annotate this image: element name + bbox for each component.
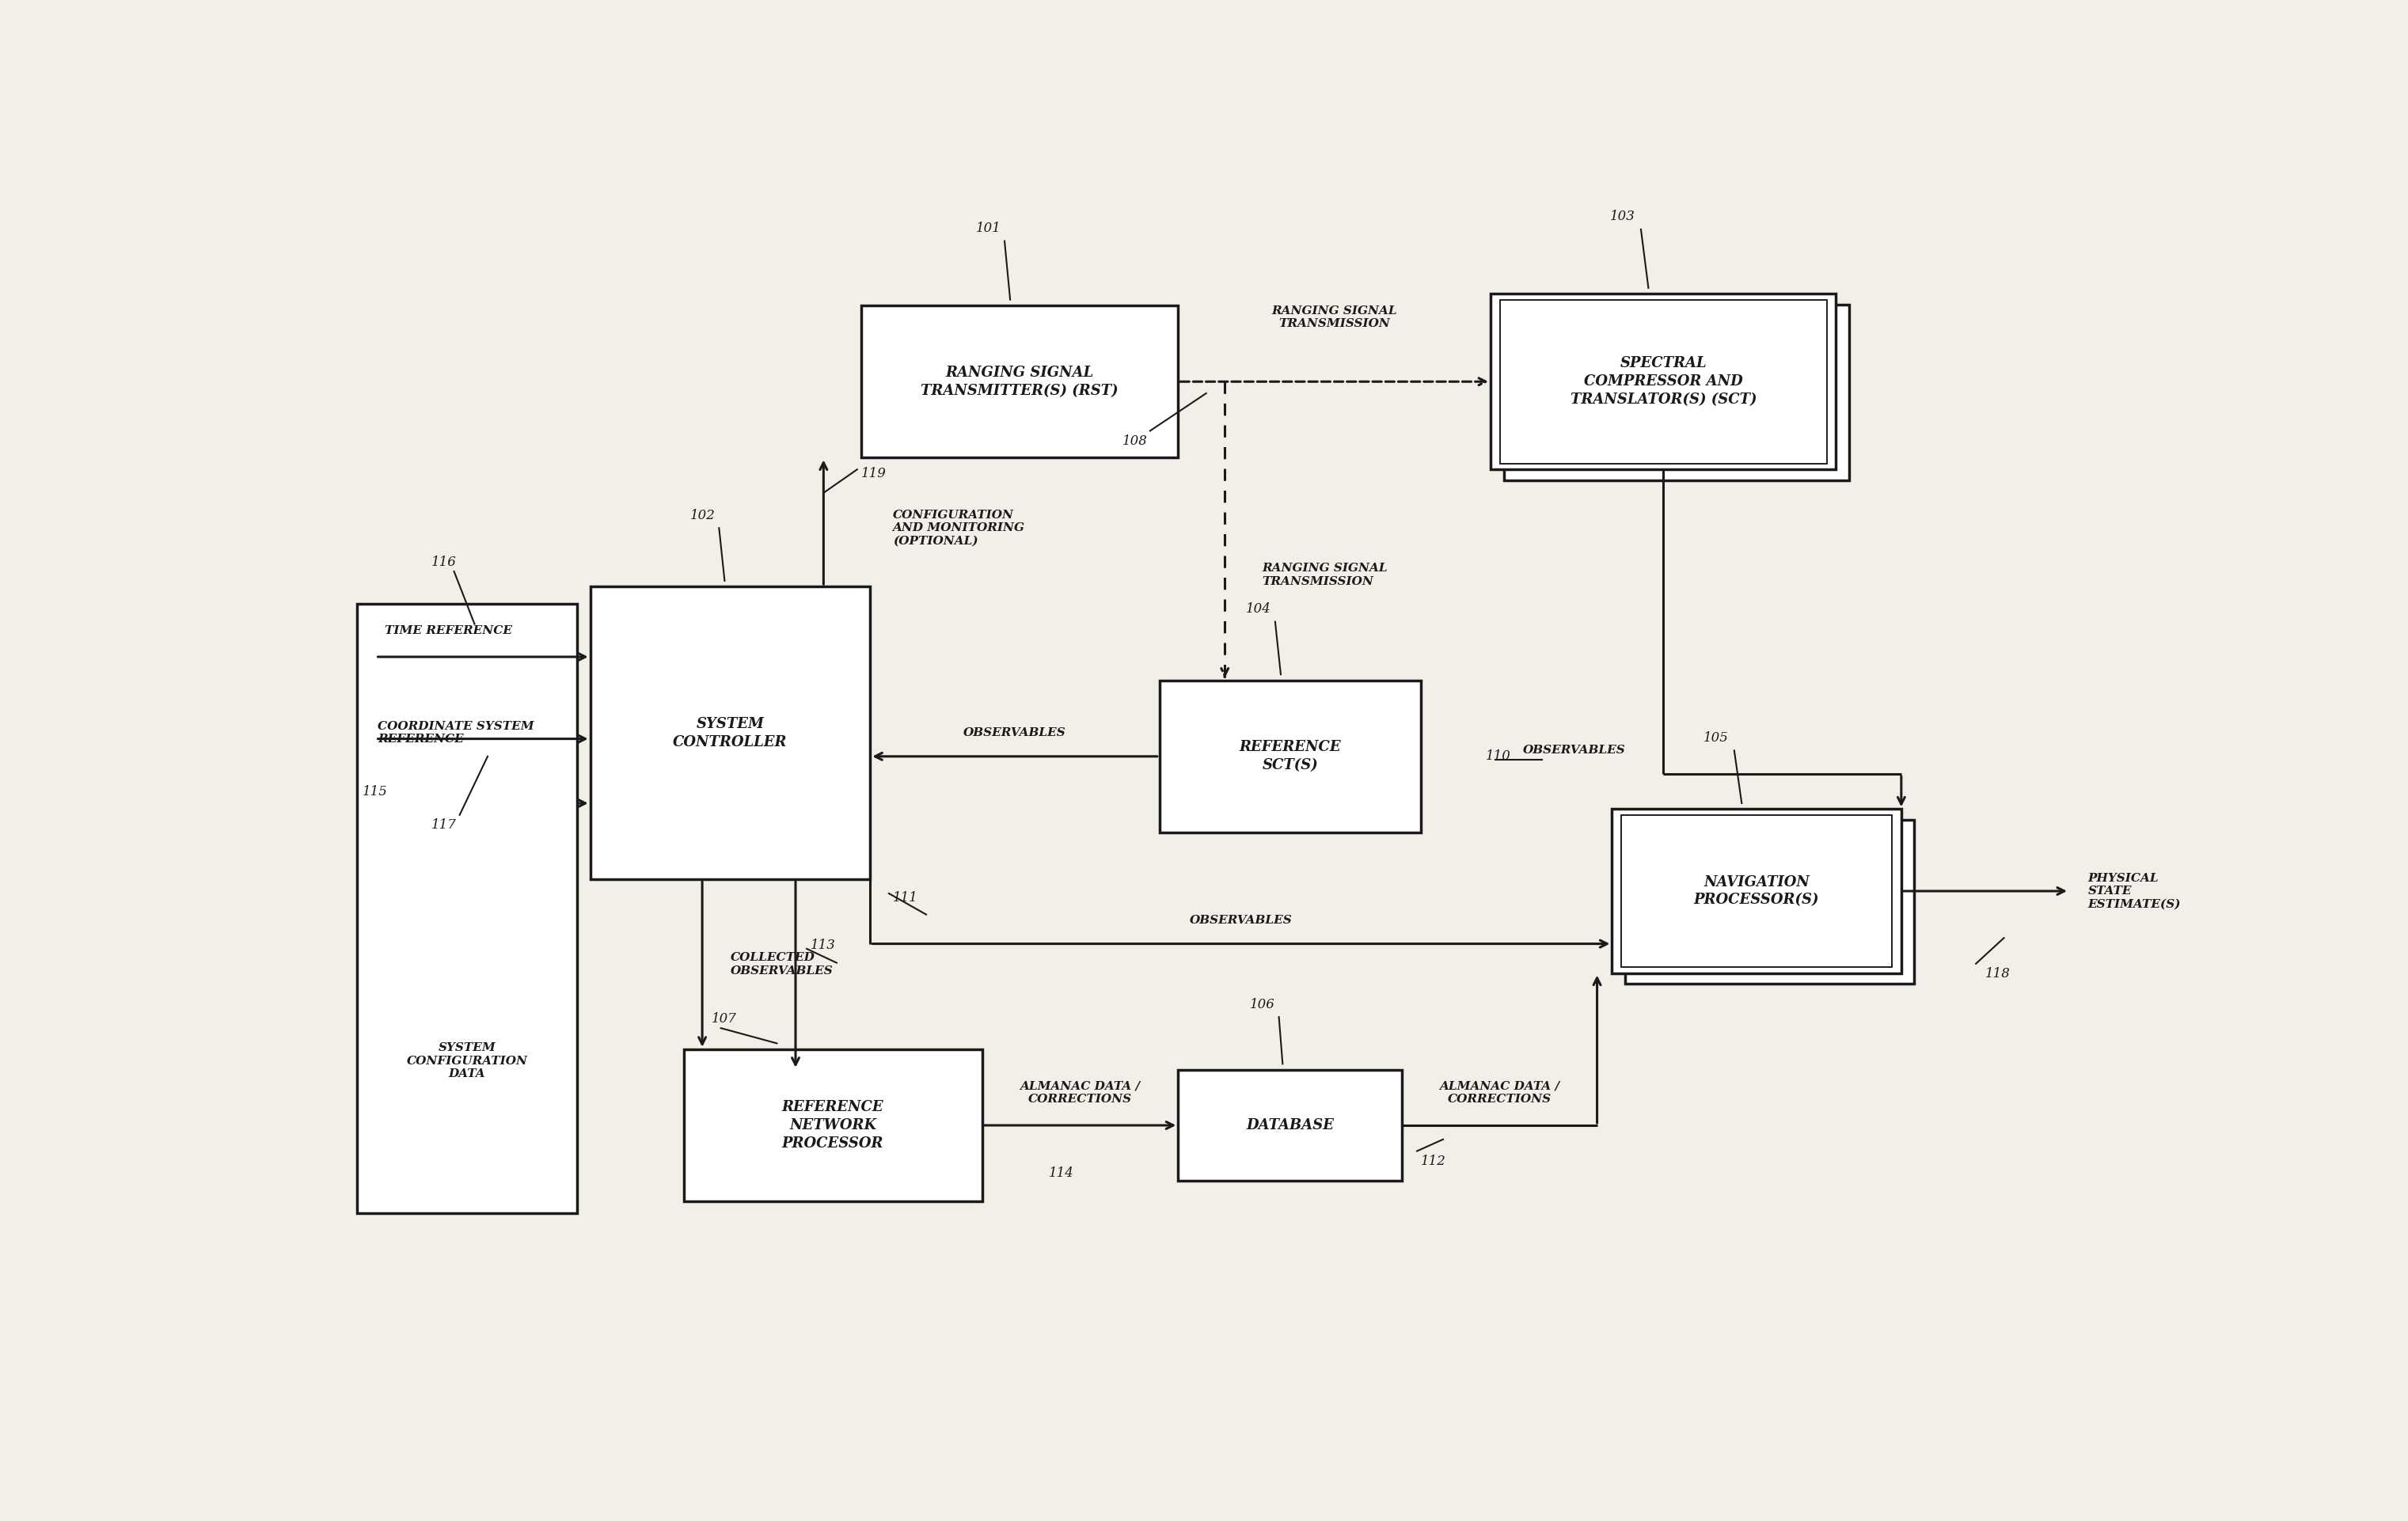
Text: 115: 115	[364, 785, 388, 799]
Bar	[862, 306, 1178, 458]
Text: RANGING SIGNAL
TRANSMITTER(S) (RST): RANGING SIGNAL TRANSMITTER(S) (RST)	[920, 365, 1117, 399]
Bar	[356, 604, 578, 1214]
Bar	[1491, 294, 1835, 470]
Text: 113: 113	[811, 938, 836, 952]
Text: COLLECTED
OBSERVABLES: COLLECTED OBSERVABLES	[730, 952, 833, 976]
Text: RANGING SIGNAL
TRANSMISSION: RANGING SIGNAL TRANSMISSION	[1262, 563, 1387, 587]
Bar	[1161, 680, 1421, 832]
Text: OBSERVABLES: OBSERVABLES	[1524, 745, 1625, 756]
Text: CONFIGURATION
AND MONITORING
(OPTIONAL): CONFIGURATION AND MONITORING (OPTIONAL)	[893, 510, 1026, 546]
Text: 104: 104	[1247, 602, 1271, 616]
Text: 107: 107	[713, 1013, 737, 1025]
Text: 101: 101	[975, 222, 1002, 236]
Text: 117: 117	[431, 818, 458, 832]
Text: ALMANAC DATA /
CORRECTIONS: ALMANAC DATA / CORRECTIONS	[1021, 1080, 1141, 1104]
Text: REFERENCE
SCT(S): REFERENCE SCT(S)	[1240, 741, 1341, 773]
Bar	[1611, 809, 1902, 973]
Bar	[1625, 820, 1914, 984]
Text: 106: 106	[1250, 998, 1276, 1011]
Text: ALMANAC DATA /
CORRECTIONS: ALMANAC DATA / CORRECTIONS	[1440, 1080, 1560, 1104]
Text: 118: 118	[1984, 967, 2011, 981]
Text: 105: 105	[1702, 732, 1729, 745]
Text: 102: 102	[691, 508, 715, 522]
Text: 112: 112	[1421, 1154, 1445, 1168]
Text: 103: 103	[1611, 210, 1635, 224]
Text: COORDINATE SYSTEM
REFERENCE: COORDINATE SYSTEM REFERENCE	[378, 721, 535, 745]
Text: OBSERVABLES: OBSERVABLES	[1190, 914, 1293, 926]
Bar	[1500, 300, 1828, 464]
Text: DATABASE: DATABASE	[1247, 1118, 1334, 1133]
Bar	[1621, 815, 1893, 967]
Text: SYSTEM
CONFIGURATION
DATA: SYSTEM CONFIGURATION DATA	[407, 1042, 527, 1080]
Text: 110: 110	[1486, 750, 1512, 764]
Text: REFERENCE
NETWORK
PROCESSOR: REFERENCE NETWORK PROCESSOR	[783, 1100, 884, 1150]
Bar	[1178, 1069, 1401, 1180]
Text: TIME REFERENCE: TIME REFERENCE	[385, 625, 513, 637]
Text: 114: 114	[1050, 1167, 1074, 1180]
Text: RANGING SIGNAL
TRANSMISSION: RANGING SIGNAL TRANSMISSION	[1271, 306, 1397, 329]
Bar	[590, 587, 869, 879]
Bar	[684, 1049, 982, 1202]
Text: OBSERVABLES: OBSERVABLES	[963, 727, 1067, 739]
Text: NAVIGATION
PROCESSOR(S): NAVIGATION PROCESSOR(S)	[1693, 875, 1820, 907]
Bar	[1503, 304, 1849, 481]
Text: SPECTRAL
COMPRESSOR AND
TRANSLATOR(S) (SCT): SPECTRAL COMPRESSOR AND TRANSLATOR(S) (S…	[1570, 356, 1755, 406]
Text: 119: 119	[862, 467, 886, 481]
Text: 116: 116	[431, 555, 458, 569]
Text: SYSTEM
CONTROLLER: SYSTEM CONTROLLER	[672, 716, 787, 750]
Text: PHYSICAL
STATE
ESTIMATE(S): PHYSICAL STATE ESTIMATE(S)	[2088, 873, 2182, 910]
Text: 108: 108	[1122, 435, 1146, 447]
Text: 111: 111	[893, 891, 917, 905]
